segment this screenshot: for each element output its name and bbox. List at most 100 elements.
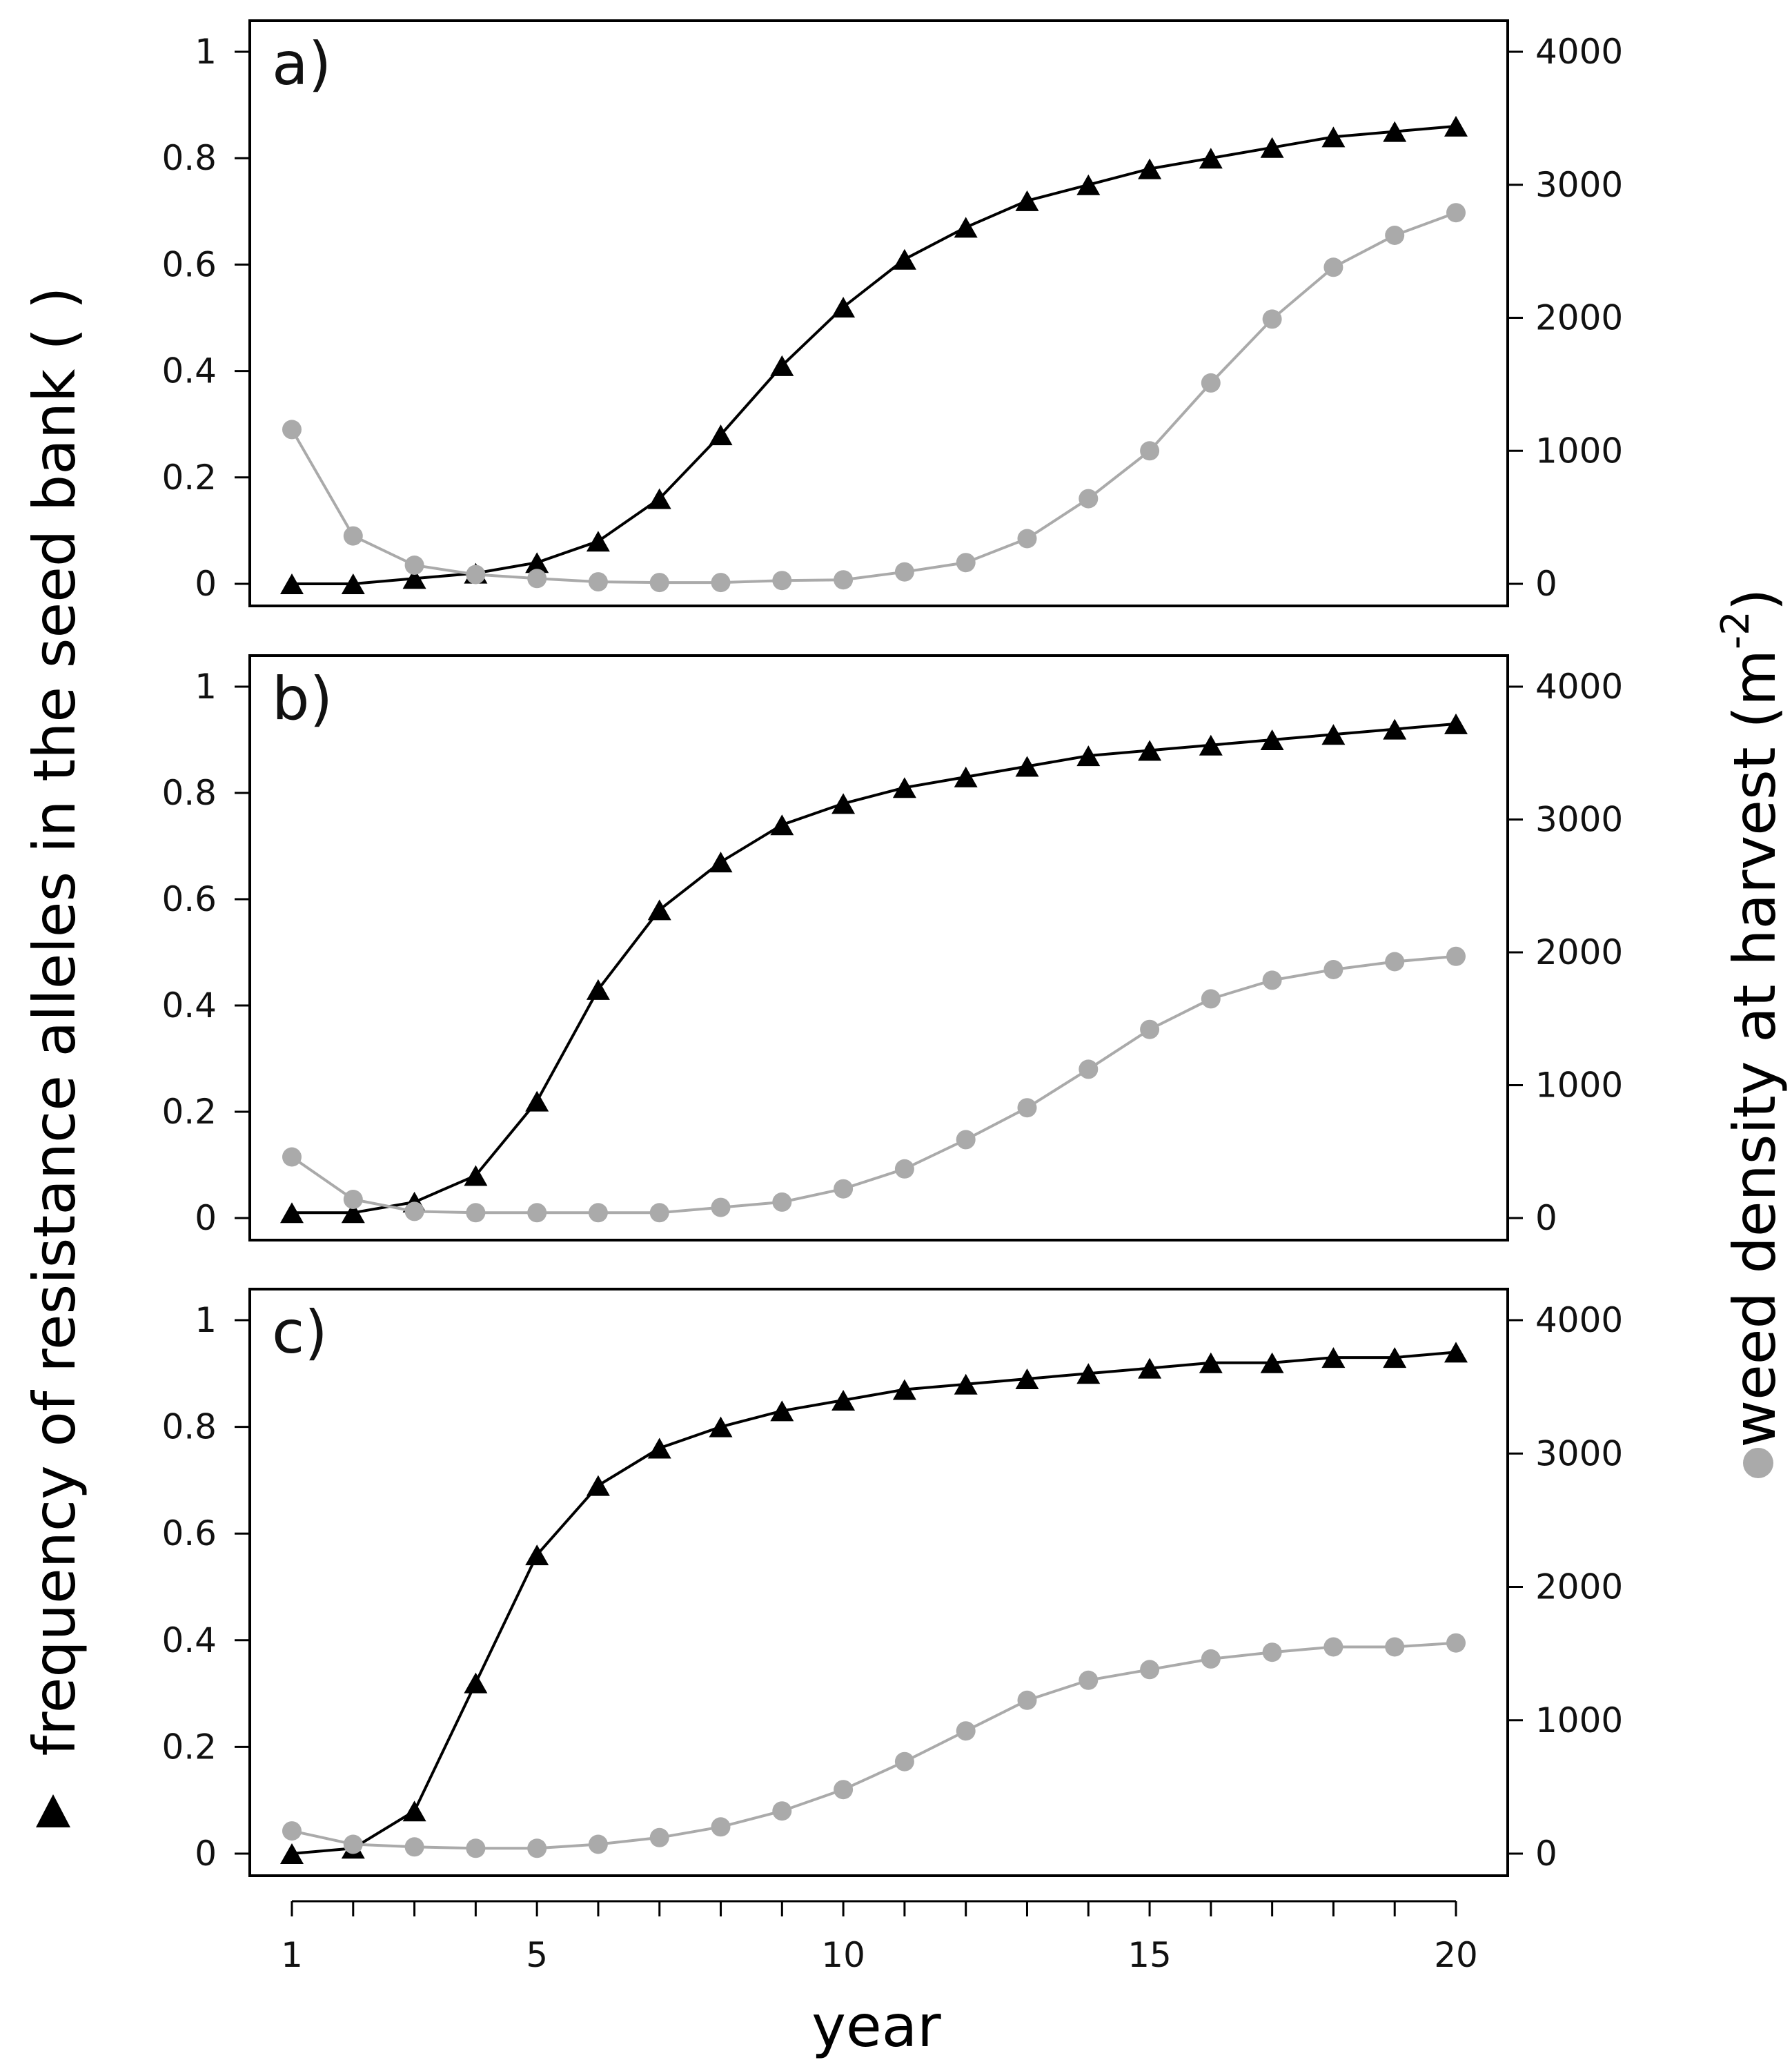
right-tick-label: 1000 xyxy=(1535,431,1623,471)
density-point xyxy=(343,1834,363,1854)
frequency-point xyxy=(1321,724,1346,745)
density-point xyxy=(1385,226,1405,245)
density-point xyxy=(1201,1649,1221,1669)
right-tick-label: 2000 xyxy=(1535,1567,1623,1607)
frequency-point xyxy=(1383,121,1407,142)
panel-2: 0 0.2 0.4 0.6 0.8 1 0 1000 2000 3000 4000 b) xyxy=(161,654,1623,1241)
density-point xyxy=(772,1192,792,1212)
density-point xyxy=(404,1201,424,1221)
frequency-point xyxy=(341,573,365,594)
density-point xyxy=(894,1751,914,1771)
panel-label: b) xyxy=(272,665,333,734)
panel-frame xyxy=(248,19,1509,607)
frequency-point xyxy=(1138,740,1162,761)
frequency-series-line xyxy=(291,1351,1457,1855)
density-point xyxy=(649,1827,669,1847)
frequency-point xyxy=(831,297,856,318)
density-point xyxy=(1017,1098,1037,1118)
left-tick-label: 0.4 xyxy=(161,1620,217,1660)
frequency-point xyxy=(1444,115,1468,137)
left-tick-label: 0.6 xyxy=(161,244,217,284)
frequency-point xyxy=(586,979,610,1000)
density-point xyxy=(404,1837,424,1857)
frequency-series-line xyxy=(292,722,1457,1215)
right-axis-title: weed density at harvest (m-2) xyxy=(1713,588,1789,1447)
density-point xyxy=(282,420,302,440)
frequency-point xyxy=(280,573,304,594)
density-series-line xyxy=(291,1641,1457,1850)
frequency-point xyxy=(525,552,549,573)
frequency-point xyxy=(709,1416,733,1437)
panel-label: c) xyxy=(272,1298,328,1367)
density-point xyxy=(834,1179,854,1199)
x-tick-label: 5 xyxy=(526,1935,548,1975)
density-point xyxy=(1201,989,1221,1009)
frequency-point xyxy=(954,766,978,787)
right-tick-label: 0 xyxy=(1535,1834,1557,1874)
frequency-point xyxy=(1076,745,1101,767)
left-tick-label: 0.6 xyxy=(161,1513,217,1553)
frequency-point xyxy=(1199,148,1223,169)
right-tick-label: 0 xyxy=(1535,564,1557,604)
frequency-point xyxy=(1383,718,1407,740)
frequency-point xyxy=(647,1437,671,1459)
density-point xyxy=(649,1203,669,1223)
density-point xyxy=(894,562,914,582)
panel-3: 0 0.2 0.4 0.6 0.8 1 0 1000 2000 3000 4000 c) xyxy=(161,1288,1623,1877)
density-point xyxy=(1262,1642,1282,1662)
density-point xyxy=(466,1203,486,1223)
circle-legend-icon xyxy=(1743,1448,1773,1478)
frequency-series-line xyxy=(292,124,1457,585)
x-tick-label: 15 xyxy=(1128,1935,1172,1975)
x-axis-title: year xyxy=(811,1992,941,2060)
frequency-point xyxy=(709,424,733,446)
x-axis: 1 5 10 15 20 xyxy=(281,1900,1478,1975)
density-point xyxy=(1385,1637,1405,1657)
frequency-point xyxy=(892,1379,916,1400)
right-tick-label: 1000 xyxy=(1535,1700,1623,1740)
density-point xyxy=(282,1821,302,1841)
frequency-point xyxy=(1138,1357,1162,1379)
left-tick-label: 0.8 xyxy=(161,138,217,178)
frequency-point xyxy=(525,1544,549,1566)
density-point xyxy=(711,573,731,593)
x-tick-label: 20 xyxy=(1434,1935,1478,1975)
x-tick-label: 10 xyxy=(821,1935,865,1975)
left-tick-label: 0.8 xyxy=(161,1407,217,1447)
left-axis-title: frequency of resistance alleles in the s… xyxy=(21,286,88,1756)
right-axis-title-close: ) xyxy=(1721,588,1789,611)
x-tick-label: 1 xyxy=(281,1935,303,1975)
panel-frame xyxy=(248,1288,1509,1877)
frequency-point xyxy=(1015,756,1039,777)
frequency-point xyxy=(280,1843,304,1864)
frequency-point xyxy=(525,1090,549,1112)
left-tick-label: 0.2 xyxy=(161,458,217,498)
frequency-point xyxy=(1199,1352,1223,1373)
density-point xyxy=(404,556,424,575)
right-axis-title-group: weed density at harvest (m-2) xyxy=(1713,588,1789,1478)
density-point xyxy=(1140,441,1160,461)
density-point xyxy=(1323,960,1343,979)
frequency-point xyxy=(280,1202,304,1224)
frequency-point xyxy=(1015,1368,1039,1389)
density-point xyxy=(711,1197,731,1217)
right-tick-label: 3000 xyxy=(1535,800,1623,840)
density-point xyxy=(1140,1019,1160,1039)
density-point xyxy=(1446,946,1466,966)
density-point xyxy=(772,571,792,591)
density-point xyxy=(1079,1059,1099,1079)
panels-layer: 00.20.40.60.8101000200030004000a)00.20.4… xyxy=(161,19,1623,1975)
frequency-point xyxy=(647,488,671,509)
frequency-point xyxy=(1444,713,1468,734)
frequency-point xyxy=(831,793,856,814)
density-point xyxy=(772,1801,792,1821)
frequency-point xyxy=(464,1672,488,1694)
density-point xyxy=(1017,529,1037,549)
density-point xyxy=(1446,1633,1466,1653)
right-tick-label: 3000 xyxy=(1535,1433,1623,1473)
density-point xyxy=(1140,1660,1160,1680)
frequency-point xyxy=(1444,1342,1468,1363)
panel-label: a) xyxy=(272,30,331,99)
density-point xyxy=(527,1838,547,1858)
